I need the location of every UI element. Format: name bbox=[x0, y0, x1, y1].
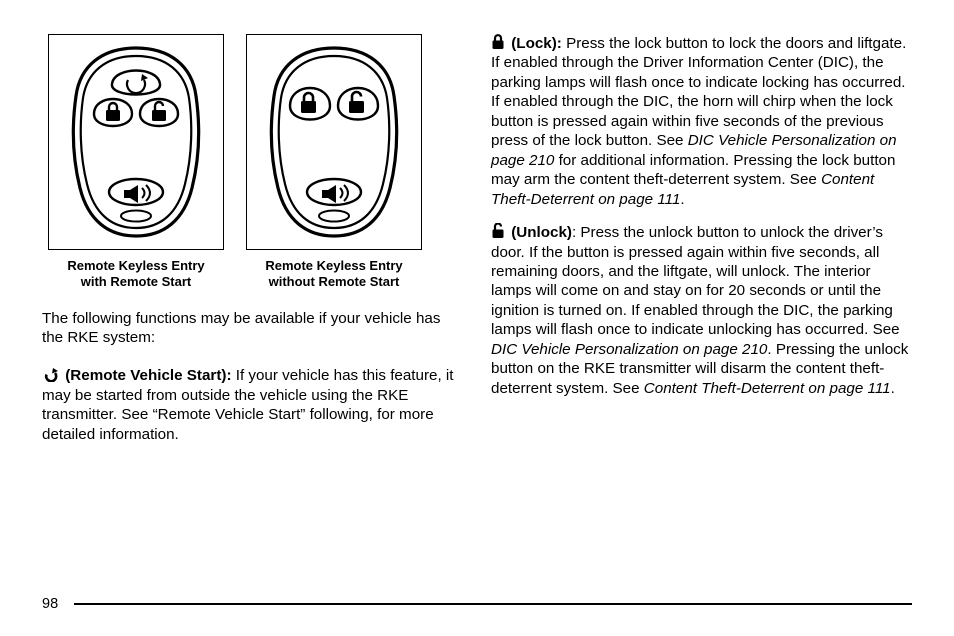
figure-caption: Remote Keyless Entry without Remote Star… bbox=[246, 258, 422, 291]
intro-paragraph: The following functions may be available… bbox=[42, 309, 463, 348]
lock-body: . bbox=[680, 191, 684, 208]
figure-fob-with-remote-start: Remote Keyless Entry with Remote Start bbox=[48, 34, 224, 291]
page-footer: 98 bbox=[42, 596, 912, 612]
figure-caption: Remote Keyless Entry with Remote Start bbox=[48, 258, 224, 291]
page-number: 98 bbox=[42, 596, 58, 612]
keyfob-without-start-svg bbox=[264, 44, 404, 240]
unlock-body: : Press the unlock button to unlock the … bbox=[491, 224, 900, 338]
unlock-label: (Unlock) bbox=[511, 224, 572, 241]
unlock-ref: DIC Vehicle Personalization on page 210 bbox=[491, 341, 767, 358]
caption-line: Remote Keyless Entry bbox=[265, 258, 402, 273]
unlock-body: . bbox=[891, 380, 895, 397]
remote-start-label: (Remote Vehicle Start): bbox=[65, 367, 231, 384]
figure-frame bbox=[48, 34, 224, 250]
figure-fob-without-remote-start: Remote Keyless Entry without Remote Star… bbox=[246, 34, 422, 291]
page-columns: Remote Keyless Entry with Remote Start bbox=[42, 34, 912, 574]
unlock-icon bbox=[491, 223, 505, 239]
caption-line: without Remote Start bbox=[269, 274, 400, 289]
lock-paragraph: (Lock): Press the lock button to lock th… bbox=[491, 34, 912, 209]
caption-line: Remote Keyless Entry bbox=[67, 258, 204, 273]
keyfob-figures: Remote Keyless Entry with Remote Start bbox=[48, 34, 463, 291]
footer-rule bbox=[74, 603, 912, 605]
left-column: Remote Keyless Entry with Remote Start bbox=[42, 34, 463, 574]
remote-start-icon bbox=[42, 365, 59, 382]
keyfob-with-start-svg bbox=[66, 44, 206, 240]
unlock-ref: Content Theft-Deterrent on page 111 bbox=[644, 380, 891, 397]
remote-start-paragraph: (Remote Vehicle Start): If your vehicle … bbox=[42, 365, 463, 444]
lock-icon bbox=[491, 34, 505, 50]
caption-line: with Remote Start bbox=[81, 274, 192, 289]
right-column: (Lock): Press the lock button to lock th… bbox=[491, 34, 912, 574]
unlock-paragraph: (Unlock): Press the unlock button to unl… bbox=[491, 223, 912, 398]
figure-frame bbox=[246, 34, 422, 250]
lock-label: (Lock): bbox=[511, 35, 562, 52]
